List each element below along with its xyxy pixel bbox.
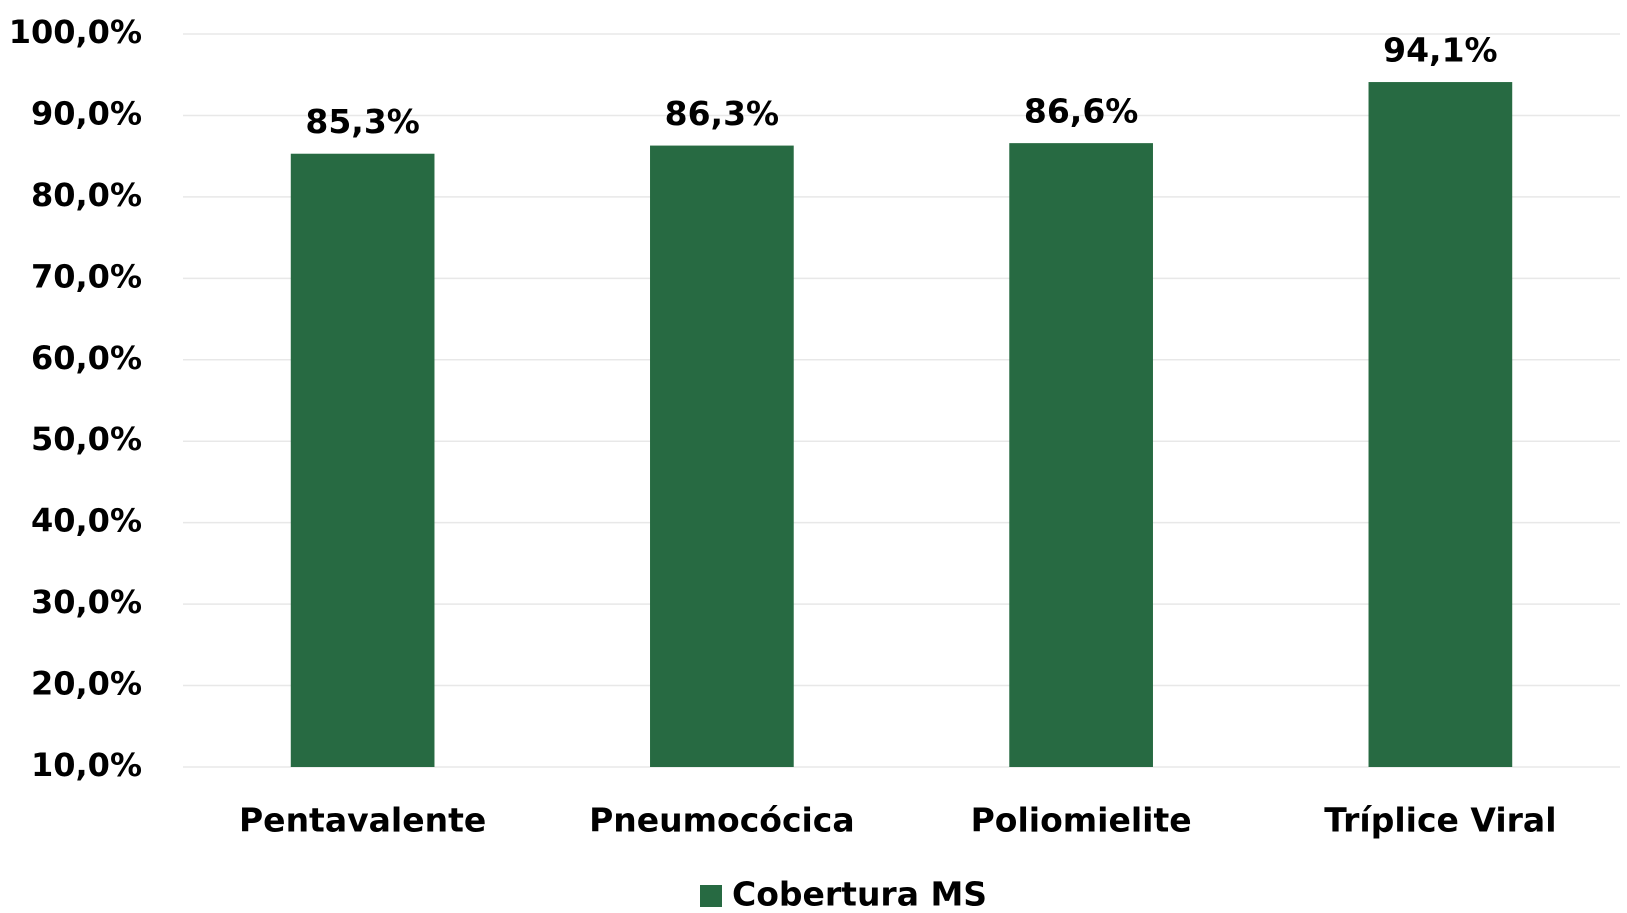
bar bbox=[650, 145, 794, 768]
value-label: 86,3% bbox=[665, 94, 780, 133]
value-label: 94,1% bbox=[1383, 31, 1498, 70]
y-tick-label: 30,0% bbox=[31, 583, 142, 621]
x-tick-label: Tríplice Viral bbox=[1324, 801, 1556, 840]
bar bbox=[1368, 82, 1513, 767]
bar bbox=[290, 153, 435, 767]
legend-swatch bbox=[700, 885, 722, 907]
x-tick-label: Pneumocócica bbox=[589, 801, 855, 840]
y-tick-label: 60,0% bbox=[31, 339, 142, 377]
y-tick-label: 40,0% bbox=[31, 502, 142, 540]
y-tick-label: 20,0% bbox=[31, 665, 142, 703]
bar bbox=[1009, 143, 1153, 767]
x-tick-label: Pentavalente bbox=[239, 801, 486, 840]
y-tick-label: 100,0% bbox=[9, 13, 142, 51]
value-label: 85,3% bbox=[305, 102, 420, 141]
y-tick-label: 80,0% bbox=[31, 176, 142, 214]
legend-label: Cobertura MS bbox=[732, 875, 987, 913]
y-tick-label: 50,0% bbox=[31, 420, 142, 458]
value-label: 86,6% bbox=[1024, 92, 1139, 131]
y-tick-label: 70,0% bbox=[31, 257, 142, 295]
y-tick-label: 10,0% bbox=[31, 746, 142, 784]
y-tick-label: 90,0% bbox=[31, 94, 142, 132]
x-tick-label: Poliomielite bbox=[971, 801, 1192, 840]
